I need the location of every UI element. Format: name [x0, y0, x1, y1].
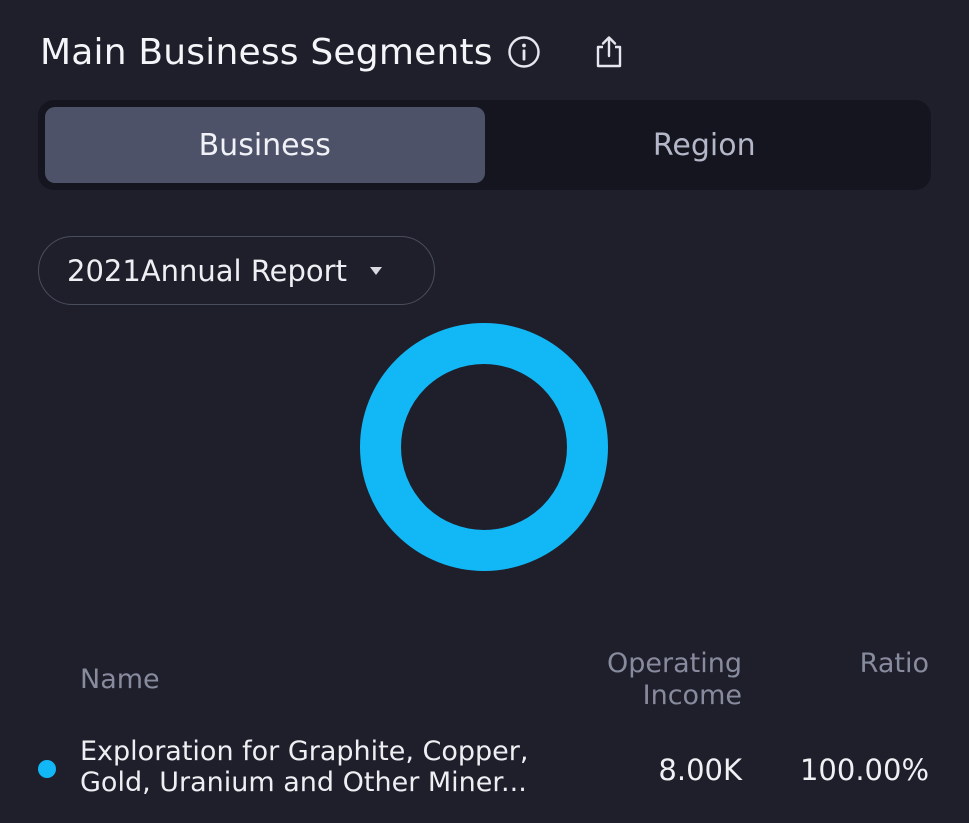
column-header-ratio: Ratio — [859, 648, 929, 679]
share-icon[interactable] — [591, 34, 627, 70]
donut-slice[interactable] — [360, 323, 608, 571]
header: Main Business Segments — [40, 28, 627, 76]
column-header-name: Name — [80, 664, 160, 695]
segment-donut-chart — [360, 323, 608, 571]
page-title: Main Business Segments — [40, 31, 493, 73]
segment-operating-income: 8.00K — [658, 753, 742, 787]
segment-name: Exploration for Graphite, Copper, Gold, … — [80, 736, 529, 798]
report-period-value: 2021Annual Report — [67, 253, 347, 288]
segment-color-dot — [38, 760, 56, 778]
segment-ratio: 100.00% — [799, 753, 929, 787]
table-header: Name Operating Income Ratio — [0, 648, 969, 718]
report-period-dropdown[interactable]: 2021Annual Report — [38, 236, 435, 305]
segment-toggle: Business Region — [38, 100, 931, 190]
tab-region[interactable]: Region — [652, 127, 756, 163]
tab-business[interactable]: Business — [45, 107, 485, 183]
table-row[interactable]: Exploration for Graphite, Copper, Gold, … — [0, 736, 969, 806]
column-header-operating-income: Operating Income — [607, 648, 742, 711]
info-icon[interactable] — [507, 35, 541, 69]
caret-down-icon — [369, 266, 383, 276]
